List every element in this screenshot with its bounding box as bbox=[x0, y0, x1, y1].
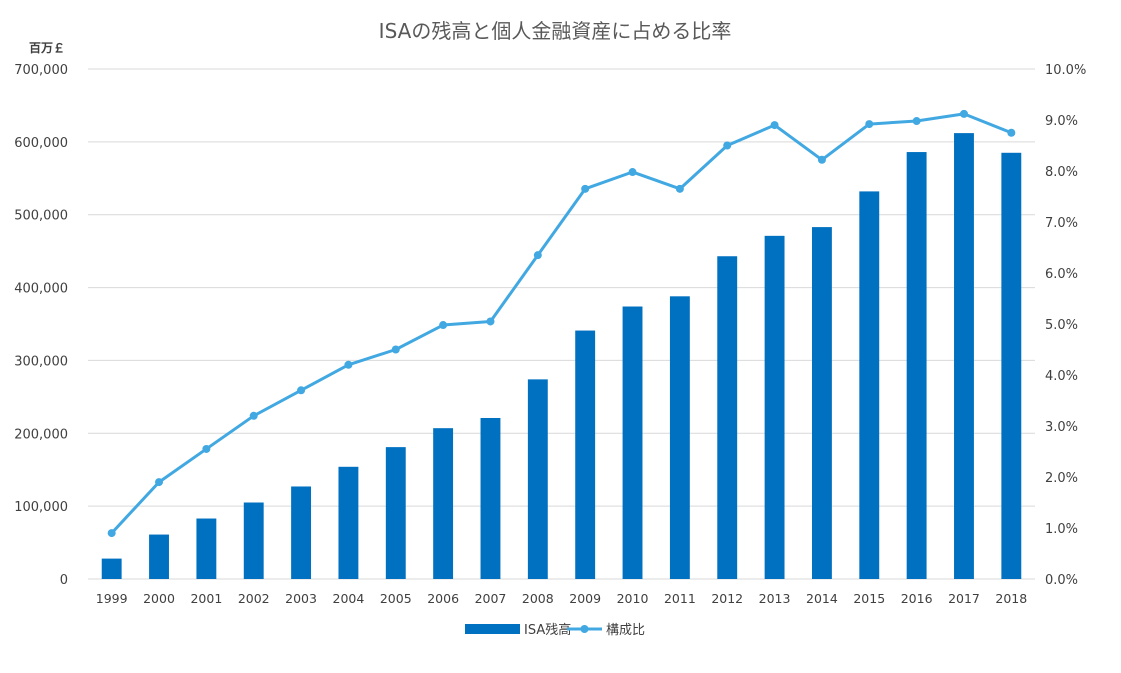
bar-isa-2007 bbox=[480, 417, 501, 579]
x-tick-label: 2010 bbox=[617, 591, 649, 606]
bar-isa-2014 bbox=[811, 227, 832, 579]
point-ratio-1999 bbox=[107, 529, 116, 538]
x-tick-label: 2018 bbox=[995, 591, 1027, 606]
point-ratio-2015 bbox=[865, 120, 874, 129]
bar-isa-2006 bbox=[433, 428, 454, 579]
chart-title: ISAの残高と個人金融資産に占める比率 bbox=[379, 19, 732, 43]
bar-isa-2015 bbox=[859, 191, 880, 579]
point-ratio-2009 bbox=[581, 184, 590, 193]
bar-isa-2009 bbox=[575, 330, 596, 579]
bar-isa-2010 bbox=[622, 306, 643, 579]
x-tick-label: 2002 bbox=[238, 591, 270, 606]
line-series bbox=[107, 109, 1016, 538]
right-tick-label: 6.0% bbox=[1045, 267, 1078, 282]
point-ratio-2011 bbox=[675, 184, 684, 193]
point-ratio-2005 bbox=[391, 345, 400, 354]
x-tick-label: 2007 bbox=[475, 591, 507, 606]
right-tick-label: 1.0% bbox=[1045, 522, 1078, 537]
bar-isa-1999 bbox=[101, 558, 122, 579]
point-ratio-2008 bbox=[533, 251, 542, 260]
bar-isa-2008 bbox=[527, 379, 548, 579]
left-tick-label: 300,000 bbox=[14, 354, 68, 369]
bar-isa-2000 bbox=[149, 534, 169, 579]
bar-isa-2018 bbox=[1001, 152, 1022, 580]
bar-isa-2005 bbox=[385, 447, 406, 579]
point-ratio-2002 bbox=[249, 411, 258, 420]
right-tick-label: 7.0% bbox=[1045, 216, 1078, 231]
point-ratio-2018 bbox=[1007, 128, 1016, 137]
right-tick-label: 2.0% bbox=[1045, 471, 1078, 486]
x-tick-label: 2011 bbox=[664, 591, 696, 606]
x-tick-label: 2005 bbox=[380, 591, 412, 606]
right-tick-label: 10.0% bbox=[1045, 63, 1086, 78]
right-tick-label: 5.0% bbox=[1045, 318, 1078, 333]
x-tick-label: 2006 bbox=[427, 591, 459, 606]
bar-isa-2004 bbox=[338, 466, 359, 579]
right-tick-label: 4.0% bbox=[1045, 369, 1078, 384]
x-tick-label: 2015 bbox=[853, 591, 885, 606]
legend-label-line: 構成比 bbox=[606, 623, 645, 638]
x-axis: 1999 2000 2001 2002 2003 2004 2005 2006 2007 2008… bbox=[96, 591, 1028, 606]
legend-swatch-bar bbox=[465, 624, 520, 634]
bar-isa-2002 bbox=[243, 502, 264, 579]
point-ratio-2004 bbox=[344, 360, 353, 369]
legend-label-bar: ISA残高 bbox=[524, 622, 571, 638]
point-ratio-2001 bbox=[202, 444, 211, 453]
x-tick-label: 2008 bbox=[522, 591, 554, 606]
left-tick-label: 500,000 bbox=[14, 209, 68, 224]
bar-series bbox=[101, 133, 1022, 580]
left-tick-label: 700,000 bbox=[14, 63, 68, 78]
right-tick-label: 0.0% bbox=[1045, 573, 1078, 588]
point-ratio-2012 bbox=[723, 141, 732, 150]
point-ratio-2007 bbox=[486, 317, 495, 326]
right-tick-label: 3.0% bbox=[1045, 420, 1078, 435]
point-ratio-2016 bbox=[912, 117, 921, 126]
legend-swatch-marker bbox=[580, 625, 589, 633]
gridlines bbox=[88, 68, 1035, 580]
left-tick-label: 0 bbox=[60, 573, 68, 588]
right-tick-label: 9.0% bbox=[1045, 114, 1078, 129]
left-tick-label: 200,000 bbox=[14, 427, 68, 442]
right-tick-label: 8.0% bbox=[1045, 165, 1078, 180]
left-axis-unit: 百万￡ bbox=[29, 41, 65, 55]
bar-isa-2017 bbox=[954, 133, 974, 579]
left-tick-label: 600,000 bbox=[14, 136, 68, 151]
x-tick-label: 2003 bbox=[285, 591, 317, 606]
point-ratio-2010 bbox=[628, 168, 637, 177]
left-axis: 0 100,000 200,000 300,000 400,000 500,000 600,… bbox=[14, 63, 68, 588]
x-tick-label: 1999 bbox=[96, 591, 128, 606]
x-tick-label: 2017 bbox=[948, 591, 980, 606]
x-tick-label: 2013 bbox=[759, 591, 791, 606]
bar-isa-2011 bbox=[669, 296, 690, 579]
legend: ISA残高 構成比 bbox=[465, 622, 645, 638]
x-tick-label: 2009 bbox=[569, 591, 601, 606]
point-ratio-2013 bbox=[770, 121, 779, 130]
x-tick-label: 2014 bbox=[806, 591, 838, 606]
left-tick-label: 100,000 bbox=[14, 500, 68, 515]
bar-isa-2016 bbox=[906, 152, 927, 580]
point-ratio-2003 bbox=[297, 386, 306, 395]
left-tick-label: 400,000 bbox=[14, 282, 68, 297]
bar-isa-2012 bbox=[717, 256, 738, 579]
bar-isa-2001 bbox=[196, 518, 217, 579]
point-ratio-2017 bbox=[959, 109, 968, 118]
x-tick-label: 2016 bbox=[901, 591, 933, 606]
point-ratio-2014 bbox=[817, 155, 826, 164]
x-tick-label: 2012 bbox=[711, 591, 743, 606]
point-ratio-2006 bbox=[439, 321, 448, 330]
x-tick-label: 2001 bbox=[190, 591, 222, 606]
line-ratio bbox=[110, 112, 1012, 535]
right-axis: 0.0% 1.0% 2.0% 3.0% 4.0% 5.0% 6.0% 7.0% 8.0% 9.0%… bbox=[1045, 63, 1086, 588]
bar-isa-2003 bbox=[291, 486, 312, 579]
point-ratio-2000 bbox=[155, 478, 164, 487]
bar-isa-2013 bbox=[764, 235, 785, 580]
x-tick-label: 2000 bbox=[143, 591, 175, 606]
x-tick-label: 2004 bbox=[333, 591, 365, 606]
